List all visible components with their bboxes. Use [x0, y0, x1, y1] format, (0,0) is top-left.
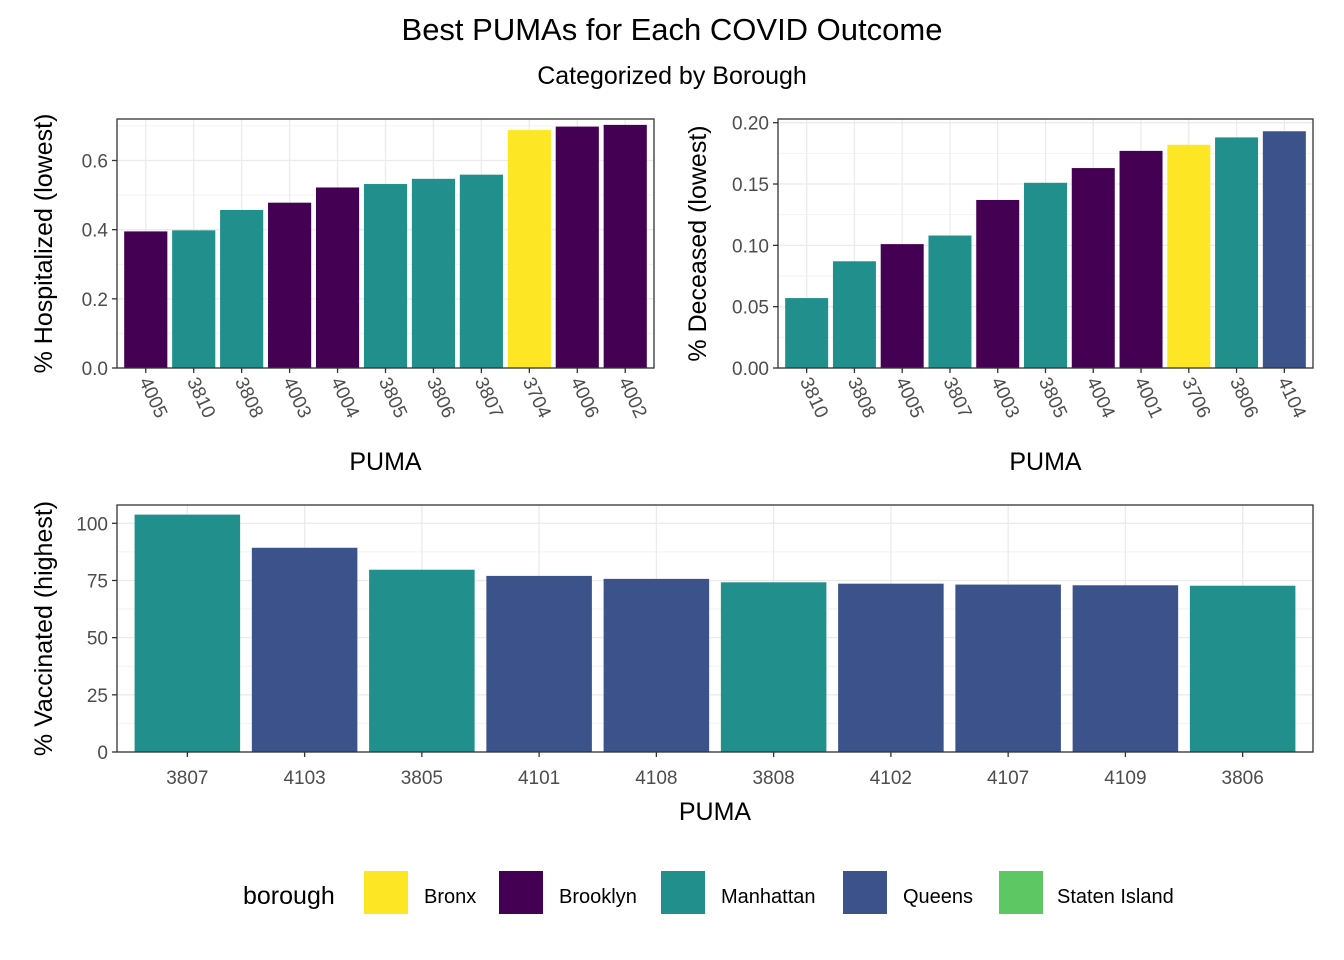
bar-3805: [363, 184, 408, 368]
y-tick-label: 0.6: [82, 152, 108, 173]
y-axis-title: % Deceased (lowest): [684, 125, 712, 361]
bar-4006: [555, 126, 599, 368]
x-tick-label: 4101: [518, 768, 560, 789]
legend-label: Staten Island: [1057, 886, 1174, 908]
bar-4104: [1262, 131, 1306, 368]
legend-key: [364, 871, 408, 914]
bar-4102: [838, 583, 944, 752]
x-tick-label: 4108: [635, 768, 677, 789]
bar-4004: [315, 187, 360, 368]
legend-key: [499, 871, 543, 914]
bar-4107: [955, 584, 1061, 752]
x-tick-label: 3807: [166, 768, 208, 789]
bar-3810: [785, 298, 829, 368]
bar-3807: [134, 514, 241, 752]
legend-key: [661, 871, 705, 914]
bar-3807: [459, 174, 503, 368]
bar-3806: [1189, 585, 1296, 752]
bar-3810: [172, 230, 216, 368]
bar-3805: [1024, 182, 1067, 368]
y-tick-label: 0.4: [82, 221, 109, 242]
y-axis-title: % Hospitalized (lowest): [30, 114, 58, 374]
y-tick-label: 0.00: [732, 359, 769, 380]
x-tick-label: 3805: [401, 768, 443, 789]
y-tick-label: 0.05: [732, 298, 769, 319]
bar-4005: [880, 244, 924, 368]
bar-4003: [268, 202, 312, 368]
y-tick-label: 0.0: [82, 359, 108, 380]
legend-label: Manhattan: [721, 886, 816, 908]
legend-label: Brooklyn: [559, 886, 637, 908]
bar-3704: [507, 130, 551, 368]
y-tick-label: 0.10: [732, 236, 769, 257]
legend: borough Bronx Brooklyn Manhattan Queens Stat…: [243, 871, 1174, 914]
bar-3808: [720, 582, 827, 752]
y-tick-label: 0.2: [82, 290, 108, 311]
figure-subtitle: Categorized by Borough: [537, 62, 807, 90]
bar-3806: [1215, 137, 1259, 368]
legend-label: Queens: [903, 886, 973, 908]
y-tick-label: 0.15: [732, 175, 769, 196]
y-tick-label: 50: [87, 629, 108, 650]
bar-4003: [976, 199, 1020, 368]
bar-3706: [1167, 144, 1211, 368]
y-tick-label: 0.20: [732, 114, 769, 135]
y-axis-title: % Vaccinated (highest): [30, 501, 58, 756]
panel-border: [116, 504, 1314, 753]
legend-key: [843, 871, 887, 914]
x-axis-title: PUMA: [1009, 448, 1082, 476]
bar-3807: [928, 235, 972, 368]
x-axis-title: PUMA: [679, 798, 752, 826]
bar-3808: [220, 209, 264, 368]
bar-3805: [369, 569, 475, 752]
bar-4108: [603, 578, 710, 752]
bar-4005: [124, 231, 168, 368]
x-tick-label: 4103: [283, 768, 325, 789]
legend-key: [999, 871, 1043, 914]
bar-4001: [1119, 150, 1163, 368]
y-tick-label: 25: [87, 686, 108, 707]
x-tick-label: 3806: [1222, 768, 1264, 789]
legend-label: Bronx: [424, 886, 476, 908]
legend-title: borough: [243, 882, 335, 910]
x-tick-label: 4102: [870, 768, 912, 789]
x-axis-title: PUMA: [349, 448, 422, 476]
bar-4101: [486, 575, 592, 752]
bar-3808: [832, 261, 876, 368]
y-tick-label: 0: [97, 743, 108, 764]
x-tick-label: 4109: [1104, 768, 1146, 789]
bar-4002: [603, 124, 647, 368]
x-tick-label: 3808: [752, 768, 794, 789]
figure-title: Best PUMAs for Each COVID Outcome: [402, 12, 943, 47]
vaccinated-panel: 0 25 50 75 100 3807 4103 3805 4101 4108 3808 4102 41…: [30, 501, 1314, 826]
bar-3806: [411, 178, 456, 368]
bar-4109: [1072, 585, 1179, 752]
bar-4004: [1071, 168, 1115, 368]
y-tick-label: 75: [87, 571, 108, 592]
y-tick-label: 100: [76, 514, 108, 535]
x-tick-label: 4107: [987, 768, 1029, 789]
bar-4103: [251, 547, 358, 752]
